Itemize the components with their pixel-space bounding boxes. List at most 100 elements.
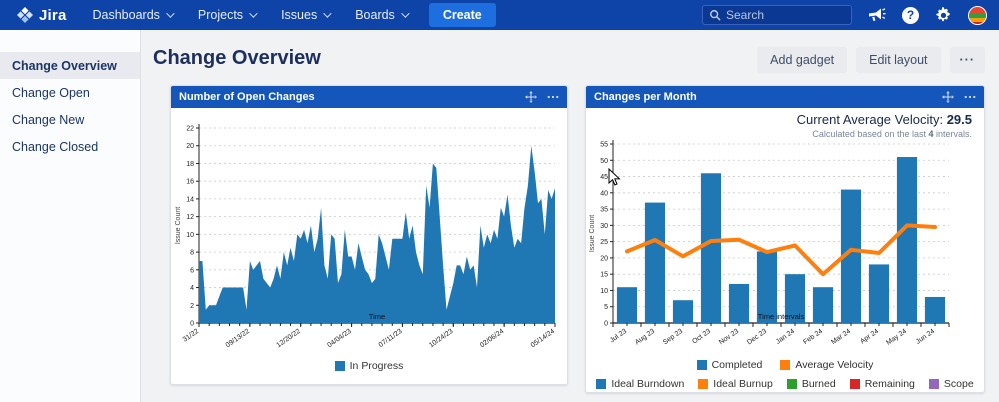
svg-text:14: 14 [186,196,194,203]
svg-text:18: 18 [186,161,194,168]
legend-label: Average Velocity [795,359,873,371]
svg-text:10: 10 [186,232,194,239]
gadget1-header[interactable]: Number of Open Changes [171,86,567,108]
nav-item-label: Issues [281,8,317,22]
nav-item-label: Dashboards [93,8,160,22]
nav-item-label: Projects [198,8,243,22]
svg-text:16: 16 [186,179,194,186]
svg-text:2: 2 [190,303,194,310]
svg-text:Nov 23: Nov 23 [718,328,740,347]
svg-text:May 24: May 24 [885,328,908,347]
nav-item-boards[interactable]: Boards [355,8,407,22]
legend-item: Remaining [850,378,915,390]
gadget-menu-icon[interactable] [547,91,559,103]
svg-text:Issue Count: Issue Count [589,215,596,252]
svg-text:6: 6 [190,267,194,274]
chevron-down-icon [323,9,331,17]
chevron-down-icon [401,9,409,17]
svg-text:35: 35 [600,207,608,214]
svg-text:8: 8 [190,250,194,257]
legend-item: Burned [787,378,836,390]
legend-swatch [929,379,939,389]
legend-item: Completed [697,359,763,371]
svg-text:Time: Time [369,312,385,321]
svg-text:4: 4 [190,285,194,292]
gadget2-body: Current Average Velocity: 29.5 Calculate… [586,108,984,393]
legend-item: In Progress [335,360,404,372]
add-gadget-button[interactable]: Add gadget [757,47,847,73]
megaphone-icon[interactable] [868,7,886,23]
legend-swatch [850,379,860,389]
svg-text:50: 50 [600,158,608,165]
svg-text:0: 0 [604,321,608,328]
svg-text:Oct 23: Oct 23 [691,328,712,346]
legend-swatch [698,379,708,389]
open-changes-area-chart: 0246810121416182022Issue Count31/2209/13… [171,108,568,356]
legend-label: Ideal Burnup [713,378,773,390]
legend-swatch [596,379,606,389]
search-input[interactable] [726,8,841,22]
create-button[interactable]: Create [429,3,496,27]
legend-label: Completed [712,359,763,371]
legend-label: Ideal Burndown [611,378,684,390]
legend-swatch [780,360,790,370]
sidebar-item-change-overview[interactable]: Change Overview [0,52,140,79]
svg-text:15: 15 [600,272,608,279]
svg-text:Jan 24: Jan 24 [775,328,796,346]
svg-text:04/04/23: 04/04/23 [326,328,352,349]
svg-text:31/22: 31/22 [182,328,200,344]
nav-menu: Dashboards Projects Issues Boards [93,8,407,22]
gadget2-title: Changes per Month [594,91,697,103]
velocity-label: Current Average Velocity: [797,112,947,127]
chart1-legend: In Progress [171,360,567,372]
gadget1-title: Number of Open Changes [179,91,315,103]
nav-item-dashboards[interactable]: Dashboards [93,8,172,22]
svg-text:10/24/23: 10/24/23 [428,328,454,349]
move-gadget-icon[interactable] [525,91,537,103]
legend-swatch [787,379,797,389]
velocity-value: 29.5 [947,112,972,127]
gear-icon[interactable] [935,7,952,24]
jira-brand[interactable]: Jira [16,6,67,24]
gadget-menu-icon[interactable] [964,91,976,103]
svg-text:5: 5 [604,304,608,311]
svg-text:30: 30 [600,223,608,230]
edit-layout-button[interactable]: Edit layout [856,47,940,73]
gadget2-header[interactable]: Changes per Month [586,86,984,108]
svg-text:10: 10 [600,288,608,295]
chart2-legend-secondary: Ideal Burndown Ideal Burnup Burned Remainin… [586,378,984,390]
velocity-note: Calculated based on the last [812,129,928,139]
gadget1-body: 0246810121416182022Issue Count31/2209/13… [171,108,567,385]
svg-text:55: 55 [600,142,608,149]
sidebar-item-change-closed[interactable]: Change Closed [0,133,140,160]
svg-text:20: 20 [600,255,608,262]
svg-text:40: 40 [600,190,608,197]
jira-logo [16,6,34,24]
svg-text:Mar 24: Mar 24 [830,328,852,346]
svg-text:20: 20 [186,143,194,150]
changes-per-month-chart: 0510152025303540455055Issue CountJul 23A… [586,108,985,356]
svg-text:Issue Count: Issue Count [175,207,182,244]
chart2-legend-primary: Completed Average Velocity [586,359,984,371]
svg-text:Jul 23: Jul 23 [609,328,628,345]
legend-item: Ideal Burndown [596,378,684,390]
svg-text:22: 22 [186,126,194,133]
legend-item: Average Velocity [780,359,873,371]
svg-text:05/14/24: 05/14/24 [530,328,556,349]
svg-text:45: 45 [600,174,608,181]
more-options-button[interactable]: ··· [950,47,986,73]
sidebar-item-change-open[interactable]: Change Open [0,79,140,106]
help-icon[interactable]: ? [902,7,919,24]
user-avatar[interactable] [968,6,987,25]
search-icon [709,9,721,21]
legend-item: Ideal Burnup [698,378,773,390]
svg-text:02/06/24: 02/06/24 [479,328,505,349]
sidebar-item-change-new[interactable]: Change New [0,106,140,133]
move-gadget-icon[interactable] [942,91,954,103]
search-box[interactable] [702,5,852,25]
nav-item-issues[interactable]: Issues [281,8,329,22]
nav-item-projects[interactable]: Projects [198,8,255,22]
brand-text: Jira [39,7,67,24]
svg-text:Dec 23: Dec 23 [746,328,768,347]
svg-text:0: 0 [190,321,194,328]
